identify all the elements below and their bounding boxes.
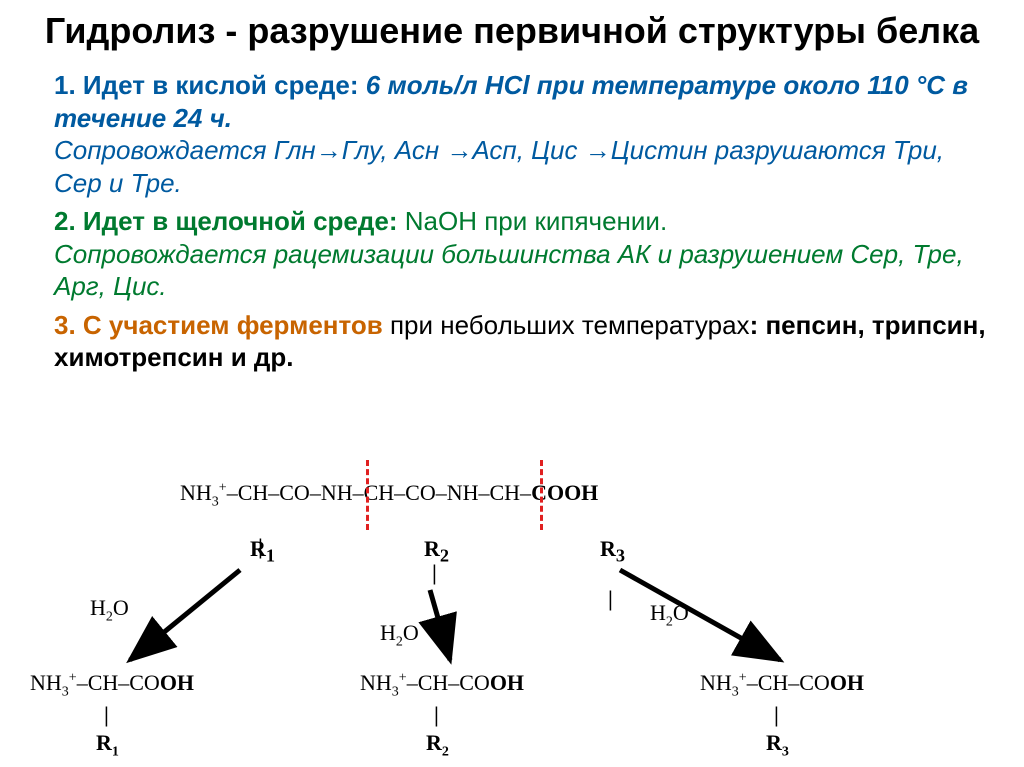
chain-seg-3: NH–CH– — [447, 480, 531, 505]
point-2-body: Сопровождается рацемизации большинства А… — [54, 239, 964, 302]
h2o-3: H2O — [650, 600, 689, 630]
chain-dash-1: – — [310, 480, 321, 505]
point-1-body: Сопровождается Глн→Глу, Асн →Асп, Цис →Ц… — [54, 135, 944, 198]
point-3-tail1: при небольших температурах — [383, 310, 750, 340]
page-title: Гидролиз - разрушение первичной структур… — [30, 10, 994, 51]
point-1: 1. Идет в кислой среде: 6 моль/л HCl при… — [54, 69, 994, 199]
point-3: 3. С участием ферментов при небольших те… — [54, 309, 994, 374]
slide: Гидролиз - разрушение первичной структур… — [0, 0, 1024, 767]
product-3-r: R3 — [700, 730, 864, 760]
product-2-formula: NH3+–CH–COOH — [360, 670, 524, 695]
chain-seg-1: NH3+–CH–CO — [180, 480, 310, 505]
product-1: NH3+–CH–COOH | R1 — [30, 670, 194, 761]
product-1-formula: NH3+–CH–COOH — [30, 670, 194, 695]
pipe-3: | — [608, 586, 613, 612]
product-1-r: R1 — [30, 730, 194, 760]
point-3-num: 3. — [54, 310, 76, 340]
point-2: 2. Идет в щелочной среде: NaOH при кипяч… — [54, 205, 994, 303]
cleavage-mark-1 — [366, 460, 369, 530]
reaction-diagram: NH3+–CH–CO–NH–CH–CO–NH–CH–COOH | | | R1 … — [30, 480, 994, 760]
h2o-1: H2O — [90, 595, 129, 625]
peptide-chain: NH3+–CH–CO–NH–CH–CO–NH–CH–COOH — [180, 480, 598, 510]
product-2-pipe: | — [360, 702, 524, 728]
product-2-r: R2 — [360, 730, 524, 760]
chain-seg-2: NH–CH–CO — [321, 480, 436, 505]
product-3-pipe: | — [700, 702, 864, 728]
product-3: NH3+–CH–COOH | R3 — [700, 670, 864, 761]
point-1-num: 1. — [54, 70, 76, 100]
chain-dash-2: – — [436, 480, 447, 505]
product-1-pipe: | — [30, 702, 194, 728]
h2o-2: H2O — [380, 620, 419, 650]
points-list: 1. Идет в кислой среде: 6 моль/л HCl при… — [30, 69, 994, 374]
point-2-lead: Идет в щелочной среде: — [83, 206, 398, 236]
product-3-formula: NH3+–CH–COOH — [700, 670, 864, 695]
r1-label: R1 — [250, 536, 275, 566]
point-3-lead: С участием ферментов — [83, 310, 383, 340]
point-2-num: 2. — [54, 206, 76, 236]
product-2: NH3+–CH–COOH | R2 — [360, 670, 524, 761]
point-2-tail: NaOH при кипячении. — [398, 206, 668, 236]
cleavage-mark-2 — [540, 460, 543, 530]
r2-label: R2 — [424, 536, 449, 566]
r3-label: R3 — [600, 536, 625, 566]
point-1-lead: Идет в кислой среде: — [83, 70, 359, 100]
